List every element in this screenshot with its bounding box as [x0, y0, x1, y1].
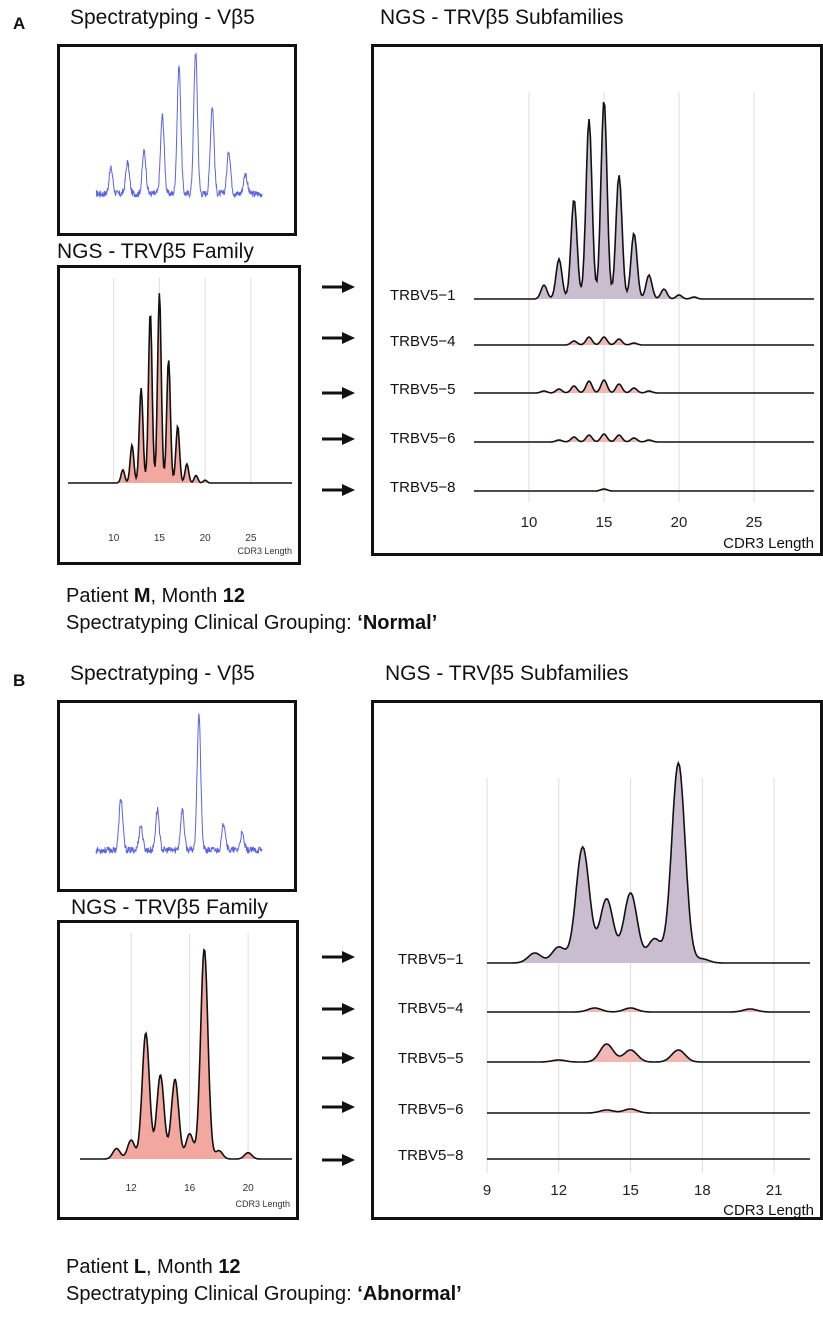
family-area	[80, 949, 292, 1159]
patient-prefix-a: Patient	[66, 585, 134, 607]
subfamilies-title-b: NGS - TRVβ5 Subfamilies	[385, 662, 629, 685]
subfamily-ridge-line	[487, 1007, 810, 1013]
subfamilies-chart-b: 9 12 15 18 21 TRBV5−1 TRBV5−4 TRBV5−5 TRBV5−6 TRB…	[398, 760, 814, 1217]
series-label: TRBV5−1	[398, 951, 463, 968]
subfamily-ridge-area	[487, 763, 810, 963]
series-label: TRBV5−5	[398, 1050, 463, 1067]
subfamilies-frame-a: 10 15 20 25 TRBV5−1 TRBV5−4 TRBV5−5 TRBV5−6 TRBV…	[371, 44, 823, 556]
spectratype-trace	[95, 713, 263, 855]
grouping-line-b: Spectratyping Clinical Grouping: ‘Abnorm…	[66, 1281, 462, 1308]
x-tick-label: 21	[766, 1182, 783, 1199]
x-tick-label: 25	[245, 533, 257, 544]
series-label: TRBV5−6	[390, 430, 455, 447]
family-chart-b: 12 16 20 CDR3 Length	[80, 933, 292, 1209]
family-title-b: NGS - TRVβ5 Family	[71, 896, 268, 919]
panel-letter-a: A	[13, 14, 26, 33]
subfamily-ridge-line	[487, 760, 810, 964]
subfamilies-frame-b: 9 12 15 18 21 TRBV5−1 TRBV5−4 TRBV5−5 TRBV5−6 TRB…	[371, 700, 823, 1220]
subfamily-ridge-line	[487, 1108, 810, 1114]
subfamily-ridge-area	[474, 337, 814, 345]
x-tick-label: 16	[184, 1183, 196, 1194]
arrow-icon	[322, 332, 355, 344]
x-tick-label: 9	[483, 1182, 491, 1199]
patient-prefix-b: Patient	[66, 1256, 134, 1278]
x-tick-label: 20	[200, 533, 212, 544]
spectratype-chart-b	[95, 713, 263, 855]
caption-b: Patient L, Month 12 Spectratyping Clinic…	[66, 1254, 462, 1308]
grouping-prefix-a: Spectratyping Clinical Grouping:	[66, 612, 358, 634]
x-axis-label: CDR3 Length	[235, 1199, 290, 1209]
series-label: TRBV5−6	[398, 1101, 463, 1118]
spectratyping-title-b: Spectratyping - Vβ5	[70, 662, 255, 685]
month-prefix-a: , Month	[150, 585, 223, 607]
month-prefix-b: , Month	[146, 1256, 219, 1278]
series-label: TRBV5−8	[398, 1147, 463, 1164]
subfamilies-title-a: NGS - TRVβ5 Subfamilies	[380, 6, 624, 29]
subfamily-ridge-line	[474, 336, 814, 346]
subfamily-ridge-line	[474, 379, 814, 394]
grouping-line-a: Spectratyping Clinical Grouping: ‘Normal…	[66, 610, 437, 637]
month-value-a: 12	[222, 585, 246, 607]
patient-id-a: M	[133, 585, 151, 607]
x-tick-label: 10	[108, 533, 120, 544]
month-value-b: 12	[218, 1256, 241, 1278]
grouping-value-a: ‘Normal’	[357, 612, 438, 634]
x-axis-label: CDR3 Length	[723, 1202, 814, 1217]
arrow-icon	[322, 1154, 355, 1166]
arrow-icon	[322, 484, 355, 496]
arrow-icon	[322, 1052, 355, 1064]
grouping-prefix-b: Spectratyping Clinical Grouping:	[66, 1283, 358, 1305]
subfamilies-chart-a: 10 15 20 25 TRBV5−1 TRBV5−4 TRBV5−5 TRBV5−6 TRBV…	[390, 92, 814, 552]
series-label: TRBV5−1	[390, 287, 455, 304]
family-title-a: NGS - TRVβ5 Family	[57, 240, 254, 263]
x-tick-label: 15	[154, 533, 166, 544]
x-tick-label: 15	[622, 1182, 639, 1199]
family-frame-a: 10 15 20 25 CDR3 Length	[57, 265, 301, 565]
subfamily-ridge-line	[474, 101, 814, 300]
patient-line-b: Patient L, Month 12	[66, 1254, 462, 1281]
grouping-value-b: ‘Abnormal’	[357, 1283, 462, 1305]
x-tick-label: 12	[550, 1182, 567, 1199]
x-tick-label: 25	[746, 514, 763, 531]
subfamily-ridge-line	[487, 1043, 810, 1063]
arrow-icon	[322, 433, 355, 445]
x-tick-label: 15	[596, 514, 613, 531]
x-axis-label: CDR3 Length	[723, 535, 814, 552]
arrow-icon	[322, 1101, 355, 1113]
series-label: TRBV5−4	[390, 333, 455, 350]
subfamily-ridge-area	[474, 102, 814, 299]
arrow-icon	[322, 1003, 355, 1015]
subfamily-ridge-line	[474, 488, 814, 492]
x-tick-label: 20	[671, 514, 688, 531]
spectratype-chart-a	[95, 51, 263, 199]
series-label: TRBV5−8	[390, 479, 455, 496]
panel-letter-b: B	[13, 671, 26, 690]
x-tick-label: 12	[126, 1183, 138, 1194]
spectratyping-title-a: Spectratyping - Vβ5	[70, 6, 255, 29]
family-chart-a: 10 15 20 25 CDR3 Length	[68, 278, 292, 556]
x-tick-label: 20	[243, 1183, 255, 1194]
x-tick-label: 18	[694, 1182, 711, 1199]
family-line	[80, 948, 292, 1160]
series-label: TRBV5−5	[390, 381, 455, 398]
arrow-icon	[322, 387, 355, 399]
subfamily-ridge-area	[487, 1044, 810, 1062]
subfamily-ridge-area	[474, 380, 814, 393]
subfamily-ridge-line	[474, 433, 814, 443]
family-line	[68, 293, 292, 484]
spectratype-frame-a	[57, 44, 297, 236]
x-tick-label: 10	[521, 514, 538, 531]
x-axis-label: CDR3 Length	[237, 546, 292, 556]
series-label: TRBV5−4	[398, 1000, 463, 1017]
spectratype-frame-b	[57, 700, 297, 892]
arrow-icon	[322, 281, 355, 293]
spectratype-trace	[95, 51, 263, 199]
patient-line-a: Patient M, Month 12	[66, 583, 437, 610]
arrow-icon	[322, 951, 355, 963]
family-frame-b: 12 16 20 CDR3 Length	[57, 920, 299, 1220]
patient-id-b: L	[133, 1256, 147, 1278]
caption-a: Patient M, Month 12 Spectratyping Clinic…	[66, 583, 437, 637]
